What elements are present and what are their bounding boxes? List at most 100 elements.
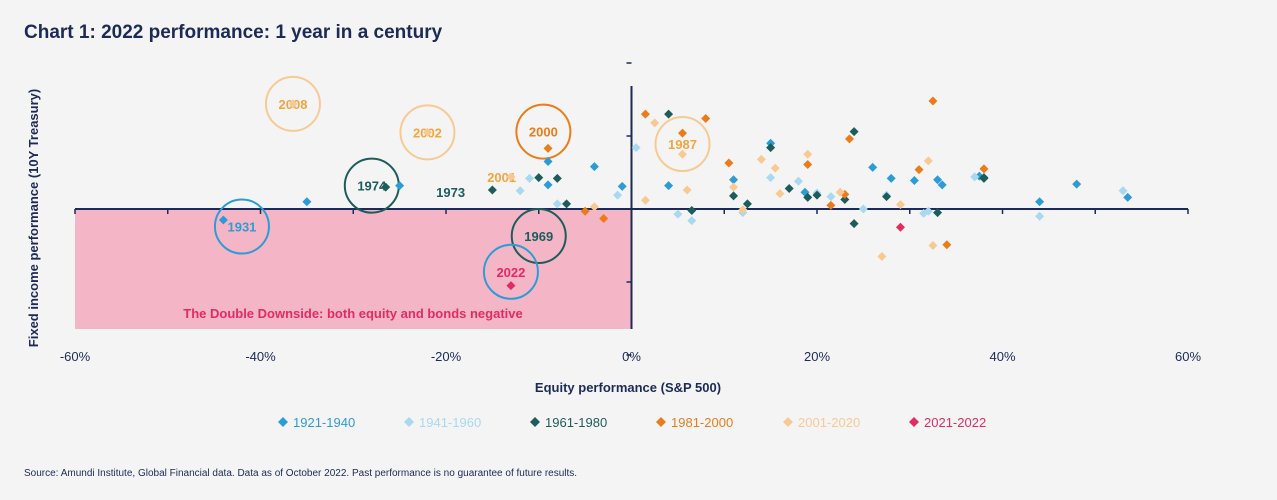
double-downside-label: The Double Downside: both equity and bon…: [183, 306, 522, 321]
data-point: [678, 128, 688, 138]
legend-label: 1961-1980: [545, 415, 607, 430]
data-point: [589, 202, 599, 212]
data-point: [218, 215, 228, 225]
data-point: [552, 173, 562, 183]
annotation-label-1969: 1969: [524, 229, 553, 244]
data-point: [793, 176, 803, 186]
data-point: [766, 173, 776, 183]
data-point: [979, 173, 989, 183]
annotation-circle-2008: [264, 75, 321, 132]
data-point: [631, 143, 641, 153]
data-point: [756, 154, 766, 164]
data-point: [895, 200, 905, 210]
data-point: [617, 181, 627, 191]
data-point: [678, 149, 688, 159]
source-note: Source: Amundi Institute, Global Financi…: [24, 468, 577, 479]
data-point: [849, 219, 859, 229]
data-point: [687, 216, 697, 226]
legend-label: 1941-1960: [419, 415, 481, 430]
x-tick-label: -40%: [245, 349, 276, 364]
annotation-label-2001: 2001: [487, 170, 516, 185]
x-tick-label: 40%: [989, 349, 1015, 364]
data-point: [701, 113, 711, 123]
legend-label: 1921-1940: [293, 415, 355, 430]
data-point: [552, 199, 562, 209]
data-point: [877, 251, 887, 261]
annotation-circle-2000: [515, 103, 572, 160]
x-tick-label: -60%: [60, 349, 91, 364]
annotation-circle-2002: [399, 104, 456, 161]
x-tick-label: 20%: [804, 349, 830, 364]
annotation-label-1974: 1974: [357, 179, 387, 194]
data-point: [302, 197, 312, 207]
data-point: [928, 241, 938, 250]
legend-label: 2021-2022: [924, 415, 986, 430]
data-point: [1072, 179, 1082, 189]
data-point: [640, 195, 650, 205]
data-point: [886, 173, 896, 183]
data-point: [524, 173, 534, 183]
annotation-label-1987: 1987: [668, 137, 697, 152]
data-point: [942, 240, 952, 250]
data-point: [844, 134, 854, 144]
legend-marker: [278, 417, 288, 427]
data-point: [840, 195, 850, 205]
data-point: [543, 157, 553, 167]
data-point: [562, 199, 572, 209]
data-point: [766, 143, 776, 153]
data-point: [923, 206, 933, 216]
data-point: [534, 173, 544, 183]
data-point: [770, 163, 780, 173]
legend-label: 2001-2020: [798, 415, 860, 430]
data-point: [742, 199, 752, 209]
data-point: [1035, 197, 1045, 207]
x-tick-label: 0%: [622, 349, 641, 364]
x-tick-label: -20%: [431, 349, 462, 364]
data-point: [914, 165, 924, 175]
annotation-circle-2022: [482, 243, 539, 300]
data-point: [599, 213, 609, 223]
data-point: [687, 205, 697, 215]
data-point: [738, 205, 748, 215]
annotation-label-1931: 1931: [227, 220, 256, 235]
legend-marker: [656, 417, 666, 427]
data-point: [682, 185, 692, 195]
data-point: [868, 162, 878, 172]
data-point: [933, 175, 943, 185]
y-axis-label: Fixed income performance (10Y Treasury): [26, 89, 41, 347]
legend-marker: [530, 417, 540, 427]
data-point: [933, 208, 943, 218]
x-tick-label: 60%: [1175, 349, 1201, 364]
data-point: [506, 281, 516, 291]
data-point: [1118, 186, 1128, 196]
data-point: [729, 191, 739, 201]
data-point: [506, 172, 516, 182]
x-axis-label: Equity performance (S&P 500): [535, 380, 721, 395]
data-point: [640, 109, 650, 119]
data-point: [515, 186, 525, 196]
data-point: [543, 143, 553, 153]
data-point: [288, 99, 298, 109]
legend-marker: [783, 417, 793, 427]
data-point: [812, 190, 822, 200]
data-point: [613, 190, 623, 200]
annotation-label-1973: 1973: [436, 185, 465, 200]
data-point: [589, 162, 599, 172]
data-point: [543, 180, 553, 190]
data-point: [923, 156, 933, 166]
annotation-circle-1987: [654, 116, 711, 173]
data-point: [979, 164, 989, 174]
annotation-label-2000: 2000: [529, 125, 558, 140]
data-point: [835, 187, 845, 197]
data-point: [395, 181, 405, 191]
legend-marker: [909, 417, 919, 427]
data-point: [882, 192, 892, 202]
data-point: [775, 189, 785, 199]
data-point: [729, 182, 739, 192]
legend-label: 1981-2000: [671, 415, 733, 430]
chart-title: Chart 1: 2022 performance: 1 year in a c…: [24, 22, 443, 43]
data-point: [895, 222, 905, 232]
data-point: [970, 172, 980, 182]
annotation-circle-1969: [510, 208, 567, 265]
data-point: [422, 127, 432, 137]
